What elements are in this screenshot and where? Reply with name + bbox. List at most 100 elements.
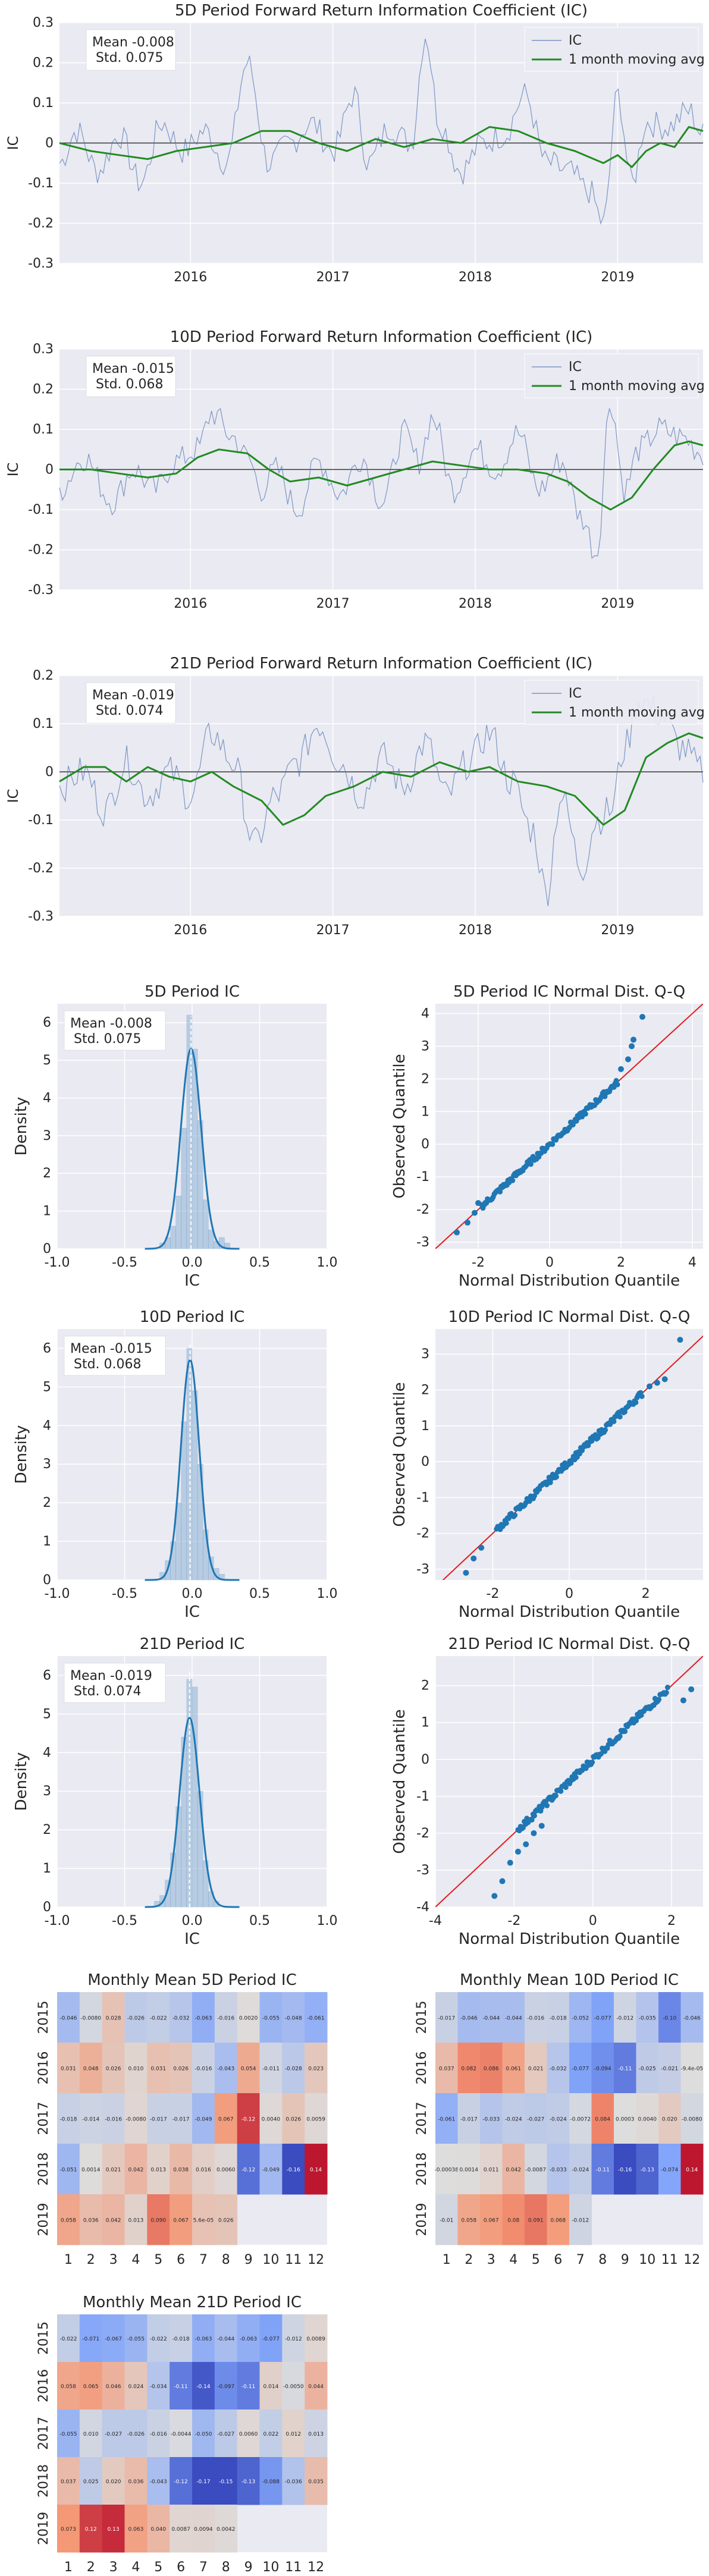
qq-point [472,1210,478,1216]
row-label: 2016 [415,2052,429,2085]
column-label: 7 [199,2253,208,2267]
heatmap-cell [79,2194,103,2245]
heatmap-cell [435,2144,458,2195]
column-label: 1 [64,2560,73,2575]
heatmap-cell [658,2043,681,2094]
x-axis-label: IC [184,1930,200,1948]
heatmap-cell [79,2314,103,2363]
heatmap-cell [259,2362,283,2410]
heatmap-cell [192,2144,215,2195]
heatmap-cell [57,2043,80,2094]
cell-value-label: -0.11 [618,2066,632,2072]
heatmap-cell [57,2409,80,2458]
cell-value-label: -0.025 [639,2066,656,2072]
cell-value-label: -0.016 [150,2432,167,2437]
heatmap-cell [435,2194,458,2245]
cell-value-label: 0.016 [196,2167,211,2173]
heatmap-cell [79,1992,103,2043]
cell-value-label: 0.031 [61,2066,76,2072]
column-label: 8 [222,2560,230,2575]
column-label: 1 [64,2253,73,2267]
heatmap-cell [170,2144,193,2195]
cell-value-label: -0.044 [482,2016,500,2022]
y-axis-label: IC [5,136,21,150]
stats-box [64,1663,166,1703]
cell-value-label: -0.017 [438,2016,455,2022]
qq-point [512,1512,518,1518]
qq-point [463,1569,469,1576]
y-tick-label: 2 [43,1823,51,1837]
y-tick-label: 0 [45,136,54,151]
heatmap-cell [547,2043,570,2094]
cell-value-label: -0.048 [285,2016,302,2022]
heatmap-cell [569,2043,592,2094]
moving-average-line [59,732,704,826]
cell-value-label: 0.0060 [217,2167,236,2173]
heatmap-cell [102,2457,125,2505]
cell-value-label: 0.013 [150,2167,166,2173]
heatmap-cell [170,1992,193,2043]
y-tick-label: 2 [421,1072,429,1086]
heatmap-cell [214,2043,238,2094]
y-tick-label: -1 [416,1170,429,1185]
cell-value-label: 0.067 [484,2218,499,2224]
cell-value-label: 0.058 [61,2384,76,2390]
cell-value-label: -0.063 [194,2016,212,2022]
cell-value-label: 0.14 [310,2167,322,2173]
qq-point [630,1036,636,1043]
cell-value-label: 0.086 [484,2066,499,2072]
cell-value-label: -0.0087 [525,2167,546,2173]
cell-value-label: -0.024 [505,2117,522,2123]
qq-point [661,1376,668,1383]
heatmap-cell [214,2093,238,2144]
cell-value-label: -0.0072 [570,2117,591,2123]
histogram-bar [208,1230,214,1249]
heatmap-cell [305,2093,328,2144]
cell-value-label: -0.012 [572,2218,589,2224]
qq-point [663,1689,669,1695]
qq-point [497,1189,503,1195]
heatmap-cell [282,2144,305,2195]
cell-value-label: -0.050 [194,2432,212,2437]
cell-value-label: 0.090 [150,2218,166,2224]
legend-box [524,27,699,72]
heatmap-cell [282,2043,305,2094]
qq-point [656,1697,662,1702]
y-tick-label: -0.3 [28,583,54,598]
y-tick-label: 0 [43,1573,51,1588]
column-label: 6 [177,2560,185,2575]
column-label: 3 [109,2253,118,2267]
heatmap-cell [147,2194,170,2245]
heatmap-cell [282,2314,305,2363]
legend-ma-label: 1 month moving avg [569,52,705,67]
heatmap-cell [282,2093,305,2144]
heatmap-cell [282,1992,305,2043]
qq-point [603,1427,608,1433]
cell-value-label: 0.026 [286,2117,301,2123]
y-axis-label: Observed Quantile [391,1709,409,1854]
cell-value-label: -0.15 [219,2479,233,2485]
cell-value-label: -0.046 [683,2016,701,2022]
heatmap-cell [305,1992,328,2043]
cell-value-label: 0.0040 [638,2117,657,2123]
cell-value-label: -0.097 [217,2384,234,2390]
heatmap-cell [79,2144,103,2195]
cell-value-label: -0.024 [550,2117,567,2123]
column-label: 8 [598,2253,607,2267]
cell-value-label: -0.022 [150,2336,167,2342]
heatmap-cell [435,2043,458,2094]
cell-value-label: 0.065 [83,2384,99,2390]
cell-value-label: -0.0080 [80,2016,101,2022]
y-tick-label: -2 [416,1202,429,1217]
qq-points-group [435,1004,703,1249]
heatmap-cell [502,2194,525,2245]
heatmap-cell [57,2457,80,2505]
y-tick-label: 3 [421,1039,429,1054]
heatmap-cell [502,1992,525,2043]
heatmap-cell [170,2314,193,2363]
heatmap-cell [214,2144,238,2195]
heatmap-cell [214,2362,238,2410]
cell-value-label: -0.055 [262,2016,280,2022]
cell-value-label: -9.4e-05 [680,2066,703,2072]
heatmap-cell [237,2409,260,2458]
